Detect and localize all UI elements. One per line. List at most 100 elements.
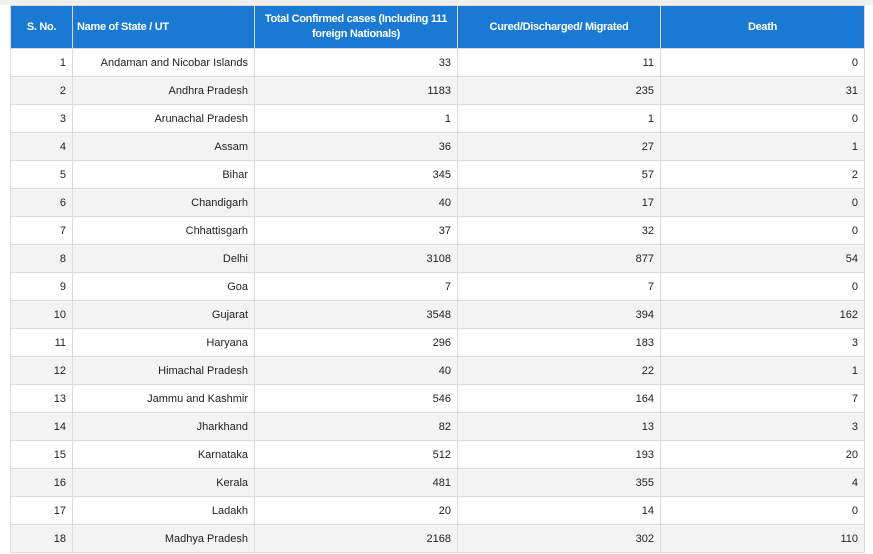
cell-cured: 193 bbox=[457, 440, 661, 469]
cell-state-name: Karnataka bbox=[72, 440, 255, 469]
cell-total-confirmed: 82 bbox=[254, 412, 458, 441]
cell-cured: 57 bbox=[457, 160, 661, 189]
cell-death: 0 bbox=[660, 272, 865, 301]
cell-total-confirmed: 1 bbox=[254, 104, 458, 133]
cell-serial-no: 9 bbox=[10, 272, 73, 301]
table-row: 11 Haryana 296 183 3 bbox=[10, 328, 865, 357]
cell-state-name: Chandigarh bbox=[72, 188, 255, 217]
table-row: 10 Gujarat 3548 394 162 bbox=[10, 300, 865, 329]
cell-serial-no: 4 bbox=[10, 132, 73, 161]
cell-serial-no: 13 bbox=[10, 384, 73, 413]
table-row: 6 Chandigarh 40 17 0 bbox=[10, 188, 865, 217]
cell-cured: 877 bbox=[457, 244, 661, 273]
cell-cured: 355 bbox=[457, 468, 661, 497]
cell-state-name: Madhya Pradesh bbox=[72, 524, 255, 553]
cell-state-name: Chhattisgarh bbox=[72, 216, 255, 245]
table-row: 1 Andaman and Nicobar Islands 33 11 0 bbox=[10, 48, 865, 77]
cell-total-confirmed: 7 bbox=[254, 272, 458, 301]
table-row: 17 Ladakh 20 14 0 bbox=[10, 496, 865, 525]
table-row: 13 Jammu and Kashmir 546 164 7 bbox=[10, 384, 865, 413]
cell-death: 31 bbox=[660, 76, 865, 105]
cell-state-name: Jharkhand bbox=[72, 412, 255, 441]
cell-total-confirmed: 345 bbox=[254, 160, 458, 189]
cell-total-confirmed: 296 bbox=[254, 328, 458, 357]
header-state-name: Name of State / UT bbox=[72, 5, 255, 49]
header-serial-no: S. No. bbox=[10, 5, 73, 49]
table-row: 16 Kerala 481 355 4 bbox=[10, 468, 865, 497]
cell-death: 110 bbox=[660, 524, 865, 553]
cell-cured: 22 bbox=[457, 356, 661, 385]
cell-serial-no: 6 bbox=[10, 188, 73, 217]
cell-state-name: Delhi bbox=[72, 244, 255, 273]
cell-cured: 32 bbox=[457, 216, 661, 245]
table-row: 4 Assam 36 27 1 bbox=[10, 132, 865, 161]
cell-cured: 14 bbox=[457, 496, 661, 525]
table-row: 18 Madhya Pradesh 2168 302 110 bbox=[10, 524, 865, 553]
cell-total-confirmed: 40 bbox=[254, 356, 458, 385]
cell-death: 0 bbox=[660, 188, 865, 217]
cell-serial-no: 1 bbox=[10, 48, 73, 77]
cell-death: 162 bbox=[660, 300, 865, 329]
cell-total-confirmed: 1183 bbox=[254, 76, 458, 105]
cell-total-confirmed: 33 bbox=[254, 48, 458, 77]
cell-total-confirmed: 512 bbox=[254, 440, 458, 469]
cell-cured: 235 bbox=[457, 76, 661, 105]
cell-death: 4 bbox=[660, 468, 865, 497]
cell-cured: 1 bbox=[457, 104, 661, 133]
cell-total-confirmed: 3548 bbox=[254, 300, 458, 329]
header-cured: Cured/Discharged/ Migrated bbox=[457, 5, 661, 49]
cell-total-confirmed: 2168 bbox=[254, 524, 458, 553]
cell-death: 2 bbox=[660, 160, 865, 189]
cell-death: 20 bbox=[660, 440, 865, 469]
cell-serial-no: 5 bbox=[10, 160, 73, 189]
cell-serial-no: 16 bbox=[10, 468, 73, 497]
cell-state-name: Arunachal Pradesh bbox=[72, 104, 255, 133]
cell-state-name: Bihar bbox=[72, 160, 255, 189]
header-death: Death bbox=[660, 5, 865, 49]
cell-serial-no: 15 bbox=[10, 440, 73, 469]
cell-death: 1 bbox=[660, 356, 865, 385]
cell-total-confirmed: 481 bbox=[254, 468, 458, 497]
cell-total-confirmed: 546 bbox=[254, 384, 458, 413]
cell-serial-no: 17 bbox=[10, 496, 73, 525]
cell-death: 0 bbox=[660, 48, 865, 77]
table-row: 8 Delhi 3108 877 54 bbox=[10, 244, 865, 273]
cell-death: 0 bbox=[660, 104, 865, 133]
cell-state-name: Andhra Pradesh bbox=[72, 76, 255, 105]
cell-state-name: Jammu and Kashmir bbox=[72, 384, 255, 413]
cell-death: 0 bbox=[660, 496, 865, 525]
table-row: 7 Chhattisgarh 37 32 0 bbox=[10, 216, 865, 245]
table-row: 12 Himachal Pradesh 40 22 1 bbox=[10, 356, 865, 385]
cell-total-confirmed: 36 bbox=[254, 132, 458, 161]
cell-state-name: Ladakh bbox=[72, 496, 255, 525]
cell-death: 7 bbox=[660, 384, 865, 413]
cell-total-confirmed: 37 bbox=[254, 216, 458, 245]
cell-total-confirmed: 20 bbox=[254, 496, 458, 525]
table-row: 9 Goa 7 7 0 bbox=[10, 272, 865, 301]
table-row: 2 Andhra Pradesh 1183 235 31 bbox=[10, 76, 865, 105]
cell-state-name: Goa bbox=[72, 272, 255, 301]
cell-cured: 13 bbox=[457, 412, 661, 441]
cell-total-confirmed: 3108 bbox=[254, 244, 458, 273]
cell-state-name: Andaman and Nicobar Islands bbox=[72, 48, 255, 77]
cell-death: 1 bbox=[660, 132, 865, 161]
table-row: 15 Karnataka 512 193 20 bbox=[10, 440, 865, 469]
cell-death: 54 bbox=[660, 244, 865, 273]
cell-serial-no: 12 bbox=[10, 356, 73, 385]
cell-state-name: Himachal Pradesh bbox=[72, 356, 255, 385]
covid-state-table: S. No. Name of State / UT Total Confirme… bbox=[10, 5, 865, 553]
cell-death: 3 bbox=[660, 328, 865, 357]
cell-serial-no: 7 bbox=[10, 216, 73, 245]
cell-serial-no: 14 bbox=[10, 412, 73, 441]
cell-cured: 11 bbox=[457, 48, 661, 77]
cell-cured: 164 bbox=[457, 384, 661, 413]
header-total-confirmed: Total Confirmed cases (Including 111 for… bbox=[254, 5, 458, 49]
cell-cured: 183 bbox=[457, 328, 661, 357]
table-header-row: S. No. Name of State / UT Total Confirme… bbox=[10, 5, 865, 49]
cell-state-name: Kerala bbox=[72, 468, 255, 497]
cell-cured: 7 bbox=[457, 272, 661, 301]
cell-cured: 394 bbox=[457, 300, 661, 329]
cell-state-name: Assam bbox=[72, 132, 255, 161]
cell-serial-no: 18 bbox=[10, 524, 73, 553]
cell-cured: 17 bbox=[457, 188, 661, 217]
